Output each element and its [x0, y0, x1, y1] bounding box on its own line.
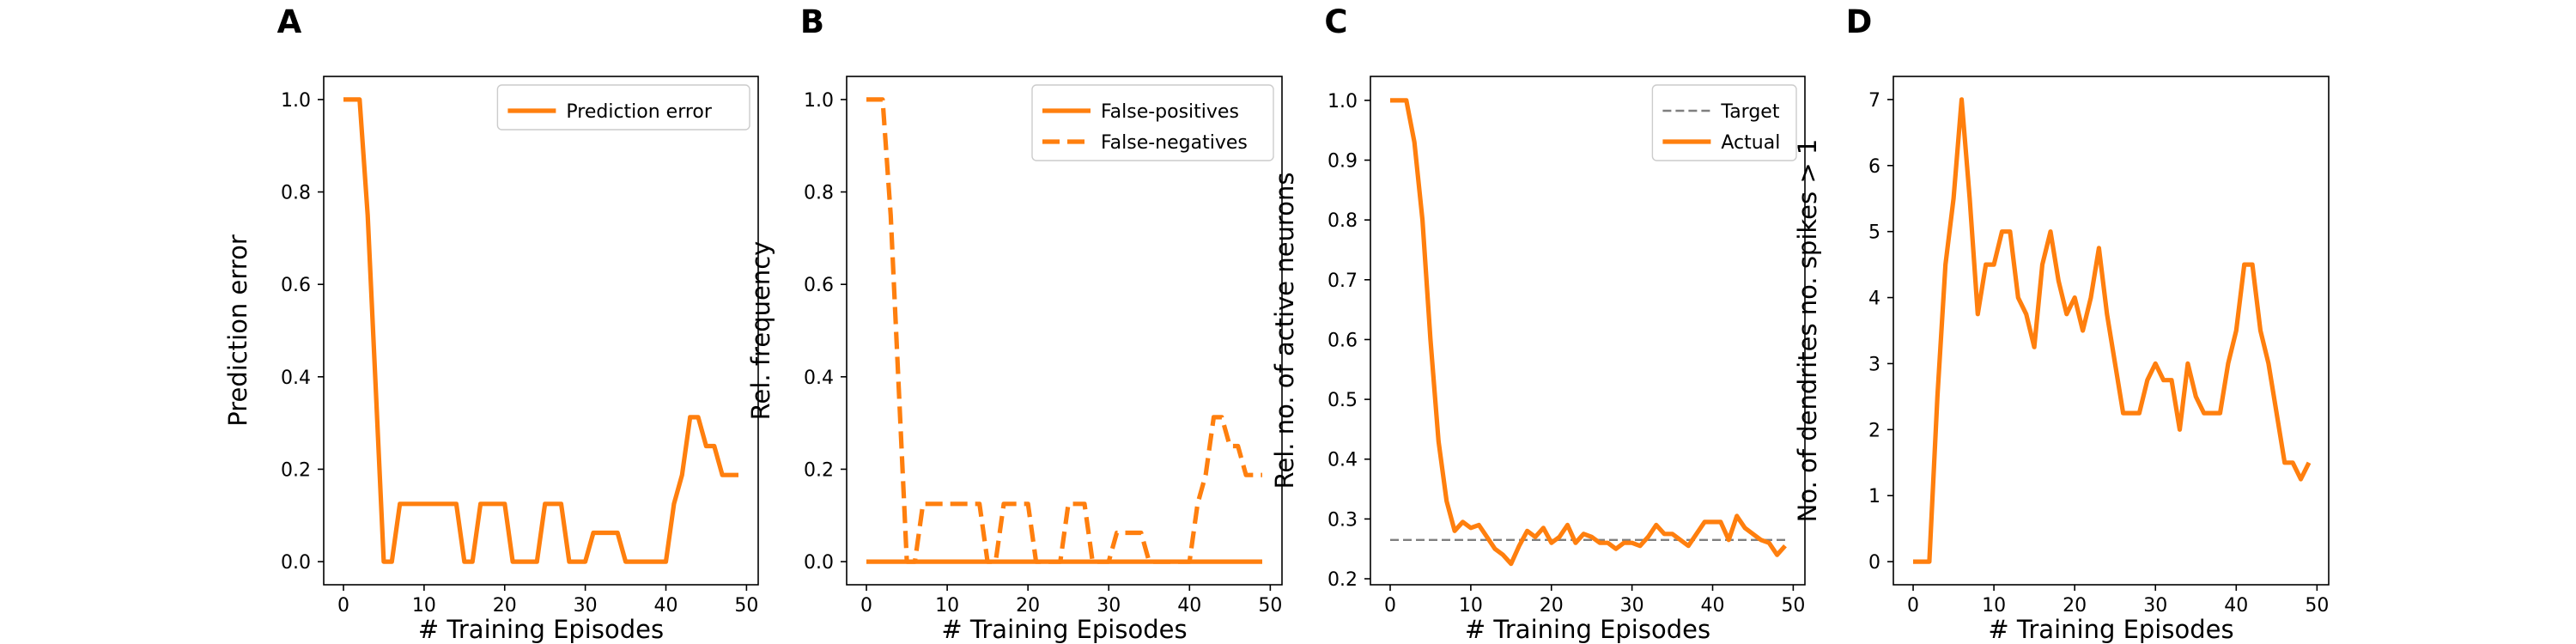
- x-tick-label: 20: [493, 595, 517, 617]
- y-tick-label: 0.2: [804, 459, 834, 481]
- y-tick-label: 0.3: [1327, 509, 1358, 531]
- y-tick-label: 0.4: [804, 368, 834, 389]
- x-tick-label: 40: [1177, 595, 1201, 617]
- x-tick-label: 40: [2224, 595, 2248, 617]
- x-tick-label: 50: [1258, 595, 1282, 617]
- x-axis-label: # Training Episodes: [1988, 615, 2233, 644]
- plot-area-frame: [1893, 76, 2330, 586]
- series-line-series-1: [1913, 97, 2312, 564]
- y-axis-label: Prediction error: [223, 234, 252, 427]
- legend-box: [496, 84, 750, 131]
- x-tick-label: 0: [860, 595, 872, 617]
- x-tick-label: 0: [337, 595, 349, 617]
- y-axis-label: No. of dendrites no. spikes > 1: [1793, 139, 1822, 523]
- x-tick-label: 0: [1907, 595, 1919, 617]
- y-tick-label: 0.0: [804, 552, 834, 574]
- x-tick-label: 50: [1781, 595, 1805, 617]
- x-tick-label: 30: [2143, 595, 2167, 617]
- legend-box: [1031, 84, 1274, 161]
- legend: Prediction error: [496, 84, 750, 131]
- x-tick-label: 10: [412, 595, 436, 617]
- y-tick-label: 0.2: [1327, 569, 1358, 591]
- x-tick-label: 20: [2063, 595, 2087, 617]
- x-axis-label: # Training Episodes: [418, 615, 664, 644]
- y-tick-label: 0.5: [1327, 390, 1358, 411]
- x-tick-label: 40: [654, 595, 678, 617]
- x-tick-label: 0: [1384, 595, 1396, 617]
- legend-label: Prediction error: [566, 101, 712, 123]
- chart-panel-c: C 0 10 20 30 40 50 0.2 0.3 0.4 0.5 0.6 0.7 0.8 0.9 1.0 #…: [1270, 3, 1806, 644]
- y-tick-label: 0.7: [1327, 270, 1358, 292]
- x-tick-label: 10: [1982, 595, 2006, 617]
- x-tick-label: 50: [2305, 595, 2329, 617]
- x-axis-label: # Training Episodes: [941, 615, 1187, 644]
- y-tick-label: 4: [1868, 289, 1880, 310]
- plot-area-frame: [323, 76, 759, 586]
- y-tick-label: 0.8: [281, 183, 311, 204]
- legend: False-positives False-negatives: [1031, 84, 1274, 161]
- panel-label: C: [1324, 3, 1347, 40]
- legend-label: False-positives: [1101, 101, 1239, 123]
- x-axis-label: # Training Episodes: [1465, 615, 1710, 644]
- x-tick-label: 50: [734, 595, 758, 617]
- y-tick-label: 0.6: [804, 275, 834, 296]
- x-tick-label: 40: [1701, 595, 1725, 617]
- y-tick-label: 7: [1868, 90, 1880, 112]
- y-tick-label: 1.0: [1327, 91, 1358, 112]
- chart-panel-d: D 0 10 20 30 40 50 0 1 2 3 4 5 6 7 # Training Episodes N…: [1793, 3, 2330, 644]
- legend-label: False-negatives: [1101, 132, 1248, 154]
- x-tick-label: 30: [574, 595, 598, 617]
- series-line-prediction-error: [343, 97, 738, 564]
- plot-area-frame: [846, 76, 1283, 586]
- y-tick-label: 0.6: [281, 275, 311, 296]
- panel-label: D: [1846, 3, 1873, 40]
- x-tick-label: 20: [1540, 595, 1564, 617]
- y-axis-label: Rel. frequency: [746, 241, 775, 421]
- plot-area-frame: [1370, 76, 1806, 586]
- series-line-false-negatives: [866, 97, 1262, 564]
- y-tick-label: 0.9: [1327, 151, 1358, 173]
- x-tick-label: 30: [1620, 595, 1644, 617]
- x-tick-label: 30: [1097, 595, 1121, 617]
- y-tick-label: 1: [1868, 486, 1880, 507]
- y-tick-label: 6: [1868, 156, 1880, 178]
- y-tick-label: 3: [1868, 354, 1880, 375]
- y-tick-label: 1.0: [281, 90, 311, 112]
- y-tick-label: 2: [1868, 420, 1880, 441]
- y-tick-label: 0.4: [1327, 450, 1358, 471]
- y-tick-label: 0.6: [1327, 330, 1358, 351]
- y-tick-label: 5: [1868, 222, 1880, 244]
- legend-label: Actual: [1721, 132, 1780, 154]
- y-tick-label: 0.2: [281, 459, 311, 481]
- legend-label: Target: [1720, 101, 1779, 123]
- y-tick-label: 1.0: [804, 90, 834, 112]
- panel-label: B: [800, 3, 824, 40]
- x-tick-label: 10: [1459, 595, 1483, 617]
- y-tick-label: 0.8: [804, 183, 834, 204]
- y-tick-label: 0: [1868, 552, 1880, 574]
- y-axis-label: Rel. no. of active neurons: [1270, 173, 1299, 489]
- x-tick-label: 10: [935, 595, 959, 617]
- y-tick-label: 0.4: [281, 368, 311, 389]
- series-line-actual: [1390, 98, 1787, 567]
- x-tick-label: 20: [1016, 595, 1040, 617]
- chart-panel-b: B 0 10 20 30 40 50 0.0 0.2 0.4 0.6 0.8 1.0 # Training…: [746, 3, 1283, 644]
- y-tick-label: 0.8: [1327, 210, 1358, 232]
- legend: Target Actual: [1651, 84, 1797, 161]
- y-tick-label: 0.0: [281, 552, 311, 574]
- chart-panel-a: A 0 10 20 30 40 50 0.0 0.2 0.4 0.6 0.8 1.0 # Training…: [223, 3, 759, 644]
- panel-label: A: [277, 3, 302, 40]
